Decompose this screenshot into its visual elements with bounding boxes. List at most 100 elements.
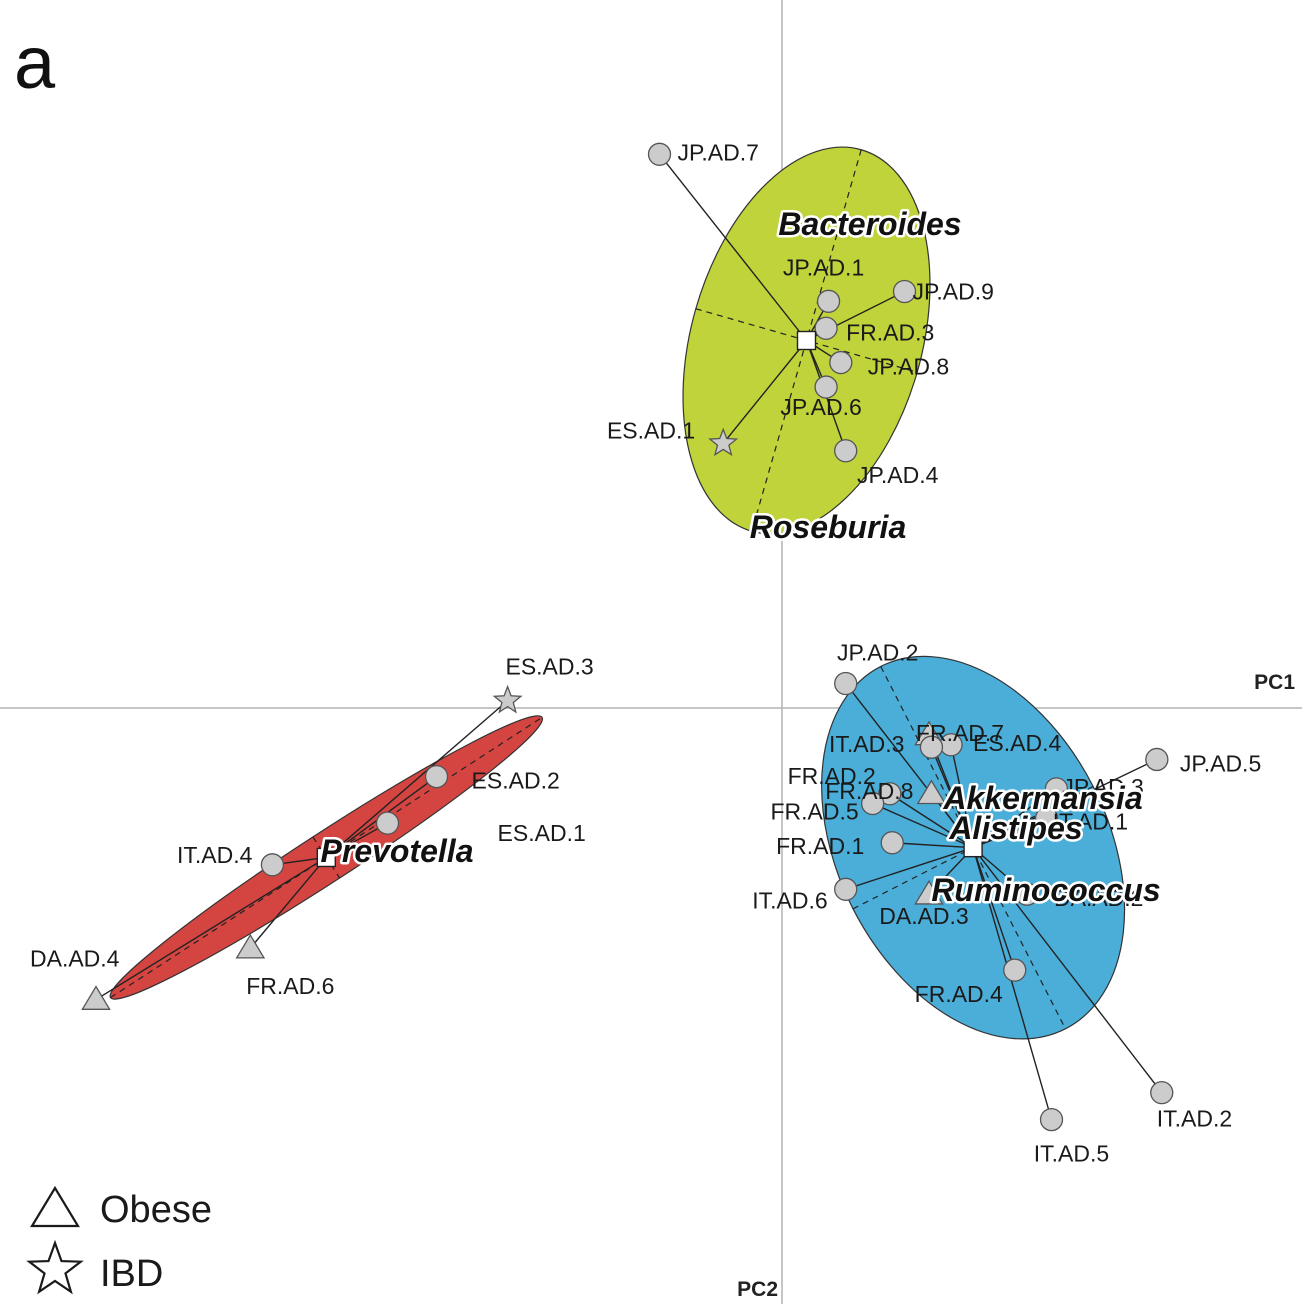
legend: Obese IBD	[26, 1185, 212, 1295]
legend-star-icon	[26, 1239, 84, 1295]
sample-point-circle	[880, 831, 904, 855]
sample-label: FR.AD.8	[825, 778, 913, 804]
sample-label: IT.AD.1	[1053, 808, 1128, 834]
sample-label: FR.AD.1	[776, 833, 864, 859]
sample-point-circle	[1044, 777, 1069, 801]
sample-label: JP.AD.2	[837, 640, 918, 666]
sample-spoke	[972, 847, 1016, 971]
sample-label: ES.AD.1	[607, 417, 695, 443]
sample-point-triangle	[914, 879, 944, 905]
sample-label: DA.AD.2	[1054, 885, 1143, 911]
sample-point-circle	[861, 791, 885, 816]
sample-point-circle	[919, 735, 944, 759]
sample-label: JP.AD.9	[913, 279, 994, 305]
genus-label: Bacteroides	[778, 206, 961, 242]
genus-label: Akkermansia	[942, 780, 1142, 816]
sample-label: IT.AD.3	[829, 731, 904, 757]
sample-spoke	[325, 700, 509, 858]
sample-point-circle	[375, 811, 400, 835]
sample-label: ES.AD.4	[973, 730, 1061, 756]
sample-label: ES.AD.1	[498, 820, 586, 846]
cluster-centroid	[796, 330, 817, 351]
sample-point-circle	[816, 289, 841, 313]
legend-label-ibd: IBD	[100, 1253, 163, 1295]
sample-label: IT.AD.4	[177, 842, 253, 868]
sample-point-circle	[1034, 806, 1059, 830]
sample-spoke	[722, 340, 808, 444]
sample-spoke	[325, 822, 388, 859]
sample-spoke	[972, 758, 1158, 849]
sample-spoke	[972, 847, 1053, 1120]
sample-point-circle	[829, 350, 853, 375]
sample-label: FR.AD.7	[916, 720, 1004, 746]
cluster-centroid	[316, 847, 336, 868]
sample-point-circle	[260, 853, 285, 877]
sample-point-star	[492, 684, 523, 714]
sample-spoke	[972, 788, 1057, 849]
sample-points	[81, 142, 1174, 1132]
sample-label: DA.AD.4	[30, 946, 120, 972]
sample-label: FR.AD.4	[915, 981, 1003, 1007]
sample-point-circle	[814, 316, 838, 340]
sample-label: JP.AD.8	[868, 354, 949, 380]
sample-point-circle	[834, 877, 858, 901]
sample-point-circle	[1003, 958, 1027, 982]
sample-label: JP.AD.5	[1180, 750, 1261, 776]
sample-label: ES.AD.3	[505, 654, 593, 680]
sample-label: JP.AD.7	[678, 139, 759, 165]
genus-label: Alistipes	[948, 810, 1082, 846]
sample-spoke	[892, 842, 974, 849]
sample-point-circle	[424, 764, 449, 789]
sample-spoke	[658, 153, 808, 341]
sample-point-circle	[1015, 882, 1039, 906]
sample-label: FR.AD.5	[770, 799, 858, 825]
sample-point-circle	[834, 671, 858, 696]
cluster-ellipses	[109, 146, 1126, 1040]
pc1-axis-label: PC1	[1254, 671, 1295, 694]
sample-spoke	[972, 817, 1047, 849]
sample-point-triangle	[235, 933, 266, 959]
sample-spoke	[845, 846, 974, 890]
sample-label: FR.AD.2	[788, 763, 876, 789]
sample-spoke	[930, 746, 974, 848]
sample-point-triangle	[916, 779, 947, 805]
sample-spoke	[889, 793, 974, 849]
sample-label: IT.AD.6	[752, 887, 827, 913]
genus-label: Prevotella	[321, 833, 474, 869]
sample-point-circle	[892, 279, 917, 304]
cluster-centroid	[963, 837, 983, 858]
sample-label: IT.AD.5	[1034, 1141, 1109, 1167]
sample-point-circle	[1145, 747, 1169, 772]
legend-triangle-icon	[30, 1185, 80, 1228]
sample-label: JP.AD.6	[780, 394, 861, 420]
sample-label: DA.AD.3	[879, 903, 968, 929]
sample-label: ES.AD.2	[472, 768, 560, 794]
sample-spoke	[950, 744, 974, 848]
panel-letter: a	[14, 21, 56, 104]
genus-label: Ruminococcus	[931, 872, 1160, 908]
sample-label: IT.AD.2	[1157, 1106, 1232, 1132]
sample-labels: JP.AD.7 JP.AD.1 JP.AD.9 FR.AD.3 JP.AD.8 JP.AD…	[30, 139, 1261, 1166]
sample-point-triangle	[81, 985, 111, 1010]
pc2-axis-label: PC2	[737, 1278, 778, 1301]
sample-point-circle	[1039, 1107, 1064, 1132]
sample-spoke	[249, 857, 327, 949]
genus-labels: Bacteroides Roseburia Prevotella Akkermansi…	[318, 204, 1163, 911]
sample-point-circle	[647, 142, 672, 166]
sample-point-circle	[1150, 1081, 1174, 1105]
sample-label: JP.AD.1	[783, 254, 864, 280]
sample-spoke	[972, 847, 1163, 1094]
sample-point-circle	[834, 439, 858, 463]
sample-spoke	[95, 856, 327, 1001]
sample-spoke	[872, 802, 974, 849]
legend-label-obese: Obese	[100, 1189, 212, 1231]
sample-point-star	[708, 427, 739, 457]
sample-label: JP.AD.4	[857, 462, 939, 488]
sample-point-circle	[814, 375, 838, 399]
sample-label: FR.AD.3	[846, 319, 934, 345]
genus-label: Roseburia	[750, 509, 906, 545]
sample-label: JP.AD.3	[1062, 774, 1143, 800]
sample-label: FR.AD.6	[246, 973, 334, 999]
